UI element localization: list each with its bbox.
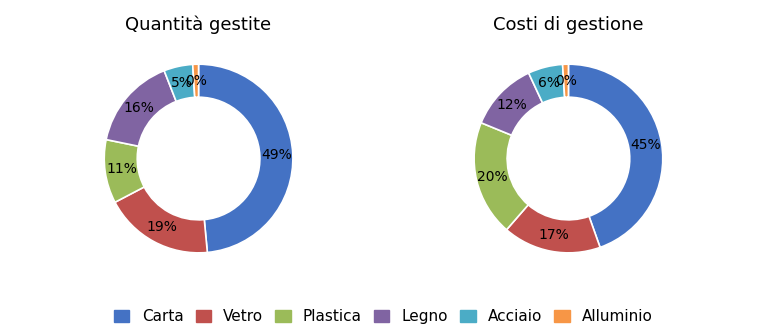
Wedge shape (199, 64, 293, 253)
Wedge shape (506, 205, 600, 253)
Text: 6%: 6% (538, 76, 560, 90)
Text: 17%: 17% (538, 228, 569, 242)
Wedge shape (104, 140, 144, 202)
Wedge shape (568, 64, 663, 248)
Text: 0%: 0% (555, 74, 577, 88)
Wedge shape (474, 123, 528, 230)
Text: 0%: 0% (185, 74, 207, 88)
Text: 20%: 20% (477, 170, 508, 184)
Legend: Carta, Vetro, Plastica, Legno, Acciaio, Alluminio: Carta, Vetro, Plastica, Legno, Acciaio, … (111, 306, 656, 327)
Wedge shape (106, 71, 176, 146)
Title: Quantità gestite: Quantità gestite (126, 15, 272, 34)
Wedge shape (528, 64, 565, 103)
Text: 45%: 45% (630, 138, 660, 152)
Text: 49%: 49% (261, 148, 291, 162)
Wedge shape (115, 187, 207, 253)
Wedge shape (562, 64, 568, 97)
Text: 5%: 5% (171, 75, 193, 89)
Wedge shape (164, 64, 195, 102)
Text: 11%: 11% (106, 162, 137, 177)
Text: 19%: 19% (146, 220, 177, 234)
Wedge shape (193, 64, 199, 97)
Title: Costi di gestione: Costi di gestione (493, 15, 644, 34)
Text: 16%: 16% (123, 102, 154, 115)
Wedge shape (481, 73, 542, 135)
Text: 12%: 12% (497, 98, 528, 112)
